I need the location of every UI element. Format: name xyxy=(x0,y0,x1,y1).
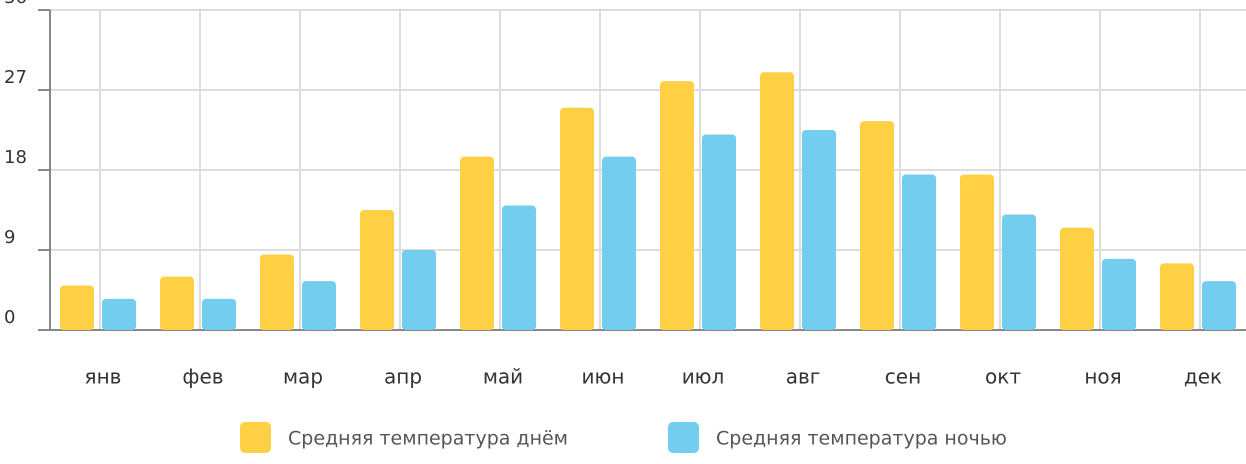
bar xyxy=(360,210,394,330)
x-tick-label: фев xyxy=(182,365,223,389)
bar xyxy=(802,130,836,330)
x-tick-label: мар xyxy=(283,365,323,389)
y-tick-label: 36 xyxy=(4,0,27,8)
bar xyxy=(460,156,494,330)
legend-swatch xyxy=(240,422,271,453)
bar xyxy=(1002,214,1036,330)
bar xyxy=(760,72,794,330)
bar xyxy=(602,156,636,330)
bar xyxy=(860,121,894,330)
x-tick-label: июл xyxy=(682,365,725,389)
legend-swatch xyxy=(668,422,699,453)
x-tick-label: дек xyxy=(1184,365,1222,389)
bar xyxy=(660,81,694,330)
bar xyxy=(902,174,936,330)
x-tick-label: сен xyxy=(885,365,921,389)
bar xyxy=(560,107,594,331)
bar xyxy=(202,298,236,330)
x-tick-label: апр xyxy=(384,365,422,389)
x-tick-label: авг xyxy=(786,365,821,389)
bar xyxy=(160,276,194,330)
y-tick-label: 0 xyxy=(4,307,15,328)
bar xyxy=(102,298,136,330)
y-tick-label: 18 xyxy=(4,147,27,168)
x-tick-label: янв xyxy=(85,365,122,389)
bar xyxy=(1060,227,1094,330)
bar xyxy=(260,254,294,330)
x-tick-label: июн xyxy=(582,365,625,389)
x-tick-label: ноя xyxy=(1084,365,1121,389)
y-tick-label: 27 xyxy=(4,67,27,88)
bar xyxy=(60,285,94,330)
bar xyxy=(402,250,436,330)
bar xyxy=(502,205,536,330)
bar xyxy=(1202,281,1236,330)
y-tick-label: 9 xyxy=(4,227,15,248)
legend-label: Средняя температура ночью xyxy=(716,428,1007,450)
bar xyxy=(702,134,736,330)
bar xyxy=(1160,263,1194,330)
bar xyxy=(302,281,336,330)
bar xyxy=(960,174,994,330)
x-tick-label: май xyxy=(483,365,523,389)
bar xyxy=(1102,258,1136,330)
x-tick-label: окт xyxy=(985,365,1021,389)
legend-label: Средняя температура днём xyxy=(288,428,568,450)
